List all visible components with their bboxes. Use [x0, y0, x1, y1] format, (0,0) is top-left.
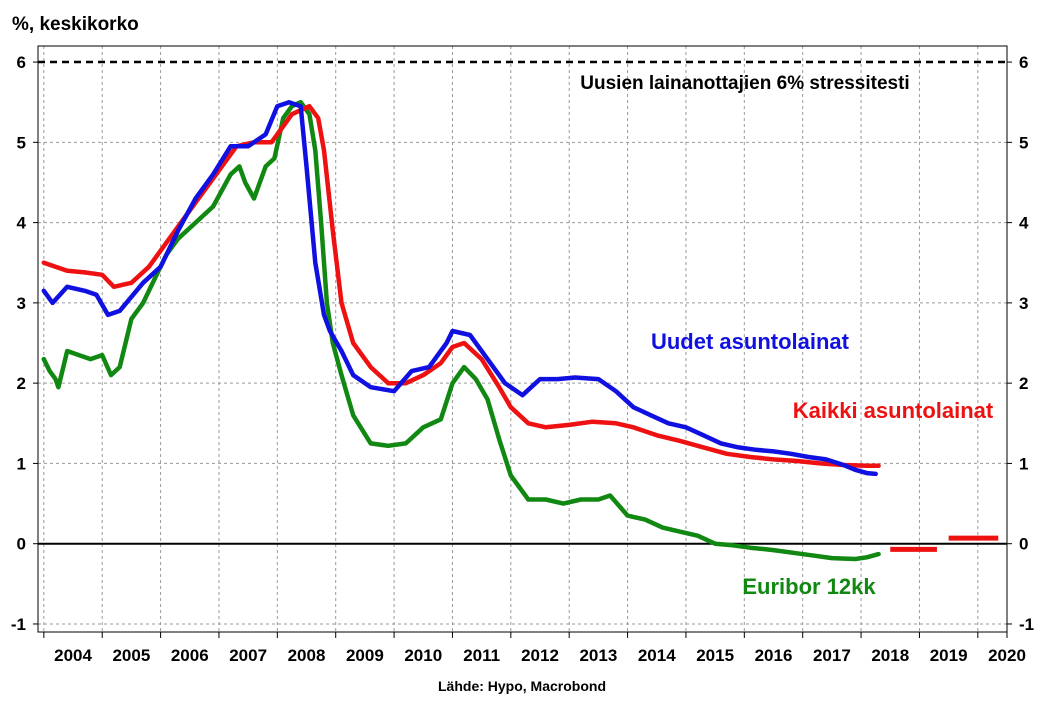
- series-label-kaikki: Kaikki asuntolainat: [793, 398, 994, 423]
- x-tick-label: 2006: [171, 646, 209, 665]
- y-axis-label: %, keskikorko: [12, 14, 139, 35]
- x-tick-label: 2010: [404, 646, 442, 665]
- x-tick-label: 2014: [638, 646, 676, 665]
- y-tick-label: 1: [17, 454, 26, 473]
- series-line-1: [41, 103, 881, 469]
- series-line-2: [41, 99, 881, 562]
- x-tick-label: 2019: [930, 646, 968, 665]
- y-tick-label-right: 1: [1019, 454, 1028, 473]
- x-tick-label: 2020: [988, 646, 1026, 665]
- series-lines: [38, 60, 1007, 562]
- y-tick-label: 6: [17, 53, 26, 72]
- x-tick-label: 2007: [229, 646, 267, 665]
- x-tick-label: 2004: [54, 646, 92, 665]
- source-note: Lähde: Hypo, Macrobond: [438, 678, 606, 694]
- y-tick-label: -1: [11, 615, 26, 634]
- x-tick-label: 2012: [521, 646, 559, 665]
- x-tick-label: 2016: [755, 646, 793, 665]
- y-tick-label: 0: [17, 535, 26, 554]
- y-tick-label-right: 3: [1019, 294, 1028, 313]
- x-ticks: 2004 2005 2006 2007 2008 2009 2010 2011 2012 2013…: [43, 632, 1026, 665]
- x-tick-label: 2013: [579, 646, 617, 665]
- y-tick-label-right: 4: [1019, 214, 1029, 233]
- stress-test-label: Uusien lainanottajien 6% stressitesti: [580, 73, 909, 94]
- y-tick-label: 5: [17, 133, 26, 152]
- y-tick-label: 3: [17, 294, 26, 313]
- grid: [38, 46, 1007, 632]
- x-tick-label: 2008: [288, 646, 326, 665]
- y-tick-label: 2: [17, 374, 26, 393]
- series-label-uudet: Uudet asuntolainat: [651, 329, 850, 354]
- y-ticks: -1 -1 0 0 1 1 2 2 3 3 4 4 5 5 6 6: [11, 53, 1034, 634]
- x-tick-label: 2005: [112, 646, 150, 665]
- series-label-euribor: Euribor 12kk: [742, 574, 876, 599]
- x-tick-label: 2015: [696, 646, 734, 665]
- x-tick-label: 2018: [871, 646, 909, 665]
- series-line-0: [41, 99, 878, 477]
- x-tick-label: 2017: [813, 646, 851, 665]
- y-tick-label-right: 2: [1019, 374, 1028, 393]
- x-tick-label: 2011: [463, 646, 500, 665]
- plot-frame: [37, 45, 1008, 633]
- y-tick-label-right: -1: [1019, 615, 1034, 634]
- y-tick-label-right: 5: [1019, 133, 1028, 152]
- x-tick-label: 2009: [346, 646, 384, 665]
- y-tick-label-right: 6: [1019, 53, 1028, 72]
- y-tick-label: 4: [17, 214, 27, 233]
- y-tick-label-right: 0: [1019, 535, 1028, 554]
